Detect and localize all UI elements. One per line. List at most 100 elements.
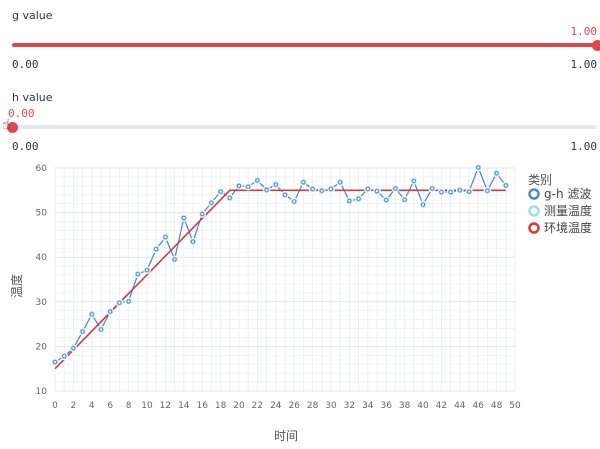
chart-grid xyxy=(54,167,516,392)
chart-axes: 0 2 4 6 8 10 12 14 16 18 20 22 24 26 28 30 32 34 36 38 40 42 4… xyxy=(36,164,521,411)
slider-g: g value 1.00 0.00 1.00 xyxy=(0,0,600,71)
slider-h-value: 0.00 xyxy=(8,107,35,120)
x-tick-label: 34 xyxy=(362,401,374,411)
x-tick-label: 30 xyxy=(325,401,337,411)
x-tick-label: 10 xyxy=(141,401,153,411)
chart: 0 2 4 6 8 10 12 14 16 18 20 22 24 26 28 30 32 34 36 38 40 42 4… xyxy=(9,163,592,443)
data-point-gh xyxy=(365,186,370,192)
data-point-gh xyxy=(374,189,380,194)
data-point-gh xyxy=(126,299,131,304)
x-axis-label: 时间 xyxy=(274,429,298,443)
data-point-gh xyxy=(172,257,177,262)
data-point-gh xyxy=(98,327,104,332)
x-tick-label: 16 xyxy=(196,401,208,411)
data-point-gh xyxy=(181,215,186,221)
data-point-gh xyxy=(411,178,416,183)
x-tick-label: 8 xyxy=(126,401,132,411)
data-point-gh xyxy=(338,180,343,185)
data-point-gh xyxy=(246,184,251,189)
legend-marker xyxy=(528,205,540,217)
data-point-gh xyxy=(144,268,150,273)
x-tick-label: 42 xyxy=(436,401,447,411)
data-point-gh xyxy=(190,239,196,244)
data-point-gh xyxy=(494,171,499,176)
hand-cursor-icon: ☝ xyxy=(2,117,11,133)
slider-h-thumb[interactable] xyxy=(6,121,18,133)
x-tick-label: 22 xyxy=(252,401,263,411)
data-point-gh xyxy=(80,329,85,334)
data-point-gh xyxy=(273,182,278,187)
slider-h-track[interactable] xyxy=(6,121,597,133)
chart-series xyxy=(51,163,510,370)
slider-h-max: 1.00 xyxy=(570,140,598,153)
x-tick-label: 14 xyxy=(178,401,190,411)
data-point-gh xyxy=(236,183,242,188)
data-point-gh xyxy=(485,188,490,193)
data-point-gh xyxy=(135,272,140,277)
data-point-gh xyxy=(227,195,232,200)
y-tick-label: 20 xyxy=(36,342,48,352)
x-tick-label: 6 xyxy=(107,401,113,411)
slider-g-label: g value xyxy=(12,9,53,22)
data-point-gh xyxy=(282,192,288,197)
slider-g-value: 1.00 xyxy=(570,25,598,38)
data-point-gh xyxy=(319,188,324,193)
data-point-gh xyxy=(255,178,260,183)
data-point-gh xyxy=(402,197,407,202)
x-tick-label: 20 xyxy=(233,401,245,411)
series-line-measured xyxy=(54,165,507,363)
legend-item-label: 环境温度 xyxy=(544,220,592,235)
x-tick-label: 32 xyxy=(344,401,355,411)
x-tick-label: 46 xyxy=(472,401,484,411)
data-point-gh xyxy=(466,189,472,194)
legend-marker xyxy=(528,222,540,234)
y-tick-label: 40 xyxy=(36,253,48,263)
x-tick-label: 50 xyxy=(509,401,521,411)
y-tick-label: 50 xyxy=(36,209,48,219)
data-point-gh xyxy=(62,354,67,359)
slider-g-min: 0.00 xyxy=(12,58,39,71)
x-tick-label: 24 xyxy=(270,401,282,411)
x-tick-label: 28 xyxy=(307,401,319,411)
data-point-gh xyxy=(200,211,205,216)
data-point-gh xyxy=(209,200,214,205)
data-point-gh xyxy=(310,186,315,192)
series-line-gh xyxy=(54,165,507,363)
x-tick-label: 4 xyxy=(89,401,95,411)
data-point-gh xyxy=(448,190,453,195)
x-tick-label: 18 xyxy=(215,401,227,411)
data-point-gh xyxy=(503,183,508,188)
series-line-env xyxy=(54,189,506,370)
y-tick-label: 10 xyxy=(36,387,48,397)
data-point-gh xyxy=(328,186,334,192)
data-point-gh xyxy=(108,309,113,314)
y-tick-label: 60 xyxy=(36,164,48,174)
x-tick-label: 44 xyxy=(454,401,466,411)
data-point-gh xyxy=(89,312,94,317)
x-tick-label: 40 xyxy=(417,401,429,411)
x-tick-label: 2 xyxy=(71,401,77,411)
x-tick-label: 38 xyxy=(399,401,411,411)
data-point-gh xyxy=(393,186,398,191)
data-point-gh xyxy=(301,180,306,185)
x-tick-label: 0 xyxy=(52,401,58,411)
data-point-gh xyxy=(420,202,426,207)
slider-g-thumb[interactable] xyxy=(591,39,600,51)
slider-h: h value 0.00 0.00 1.00 xyxy=(0,83,600,153)
slider-h-min: 0.00 xyxy=(12,140,39,153)
data-point-gh xyxy=(218,189,223,194)
data-point-gh xyxy=(439,190,444,195)
data-point-gh xyxy=(476,165,481,170)
legend-item-label: g-h 滤波 xyxy=(544,187,591,201)
data-point-gh xyxy=(430,186,435,191)
data-point-gh xyxy=(457,188,462,193)
data-point-gh xyxy=(52,359,58,365)
data-point-gh xyxy=(71,346,76,351)
legend-title: 类别 xyxy=(528,173,552,187)
data-point-gh xyxy=(163,235,168,240)
slider-h-label: h value xyxy=(12,91,53,104)
data-point-gh xyxy=(292,199,297,204)
slider-g-track[interactable] xyxy=(12,39,600,51)
slider-g-fill xyxy=(12,43,597,47)
